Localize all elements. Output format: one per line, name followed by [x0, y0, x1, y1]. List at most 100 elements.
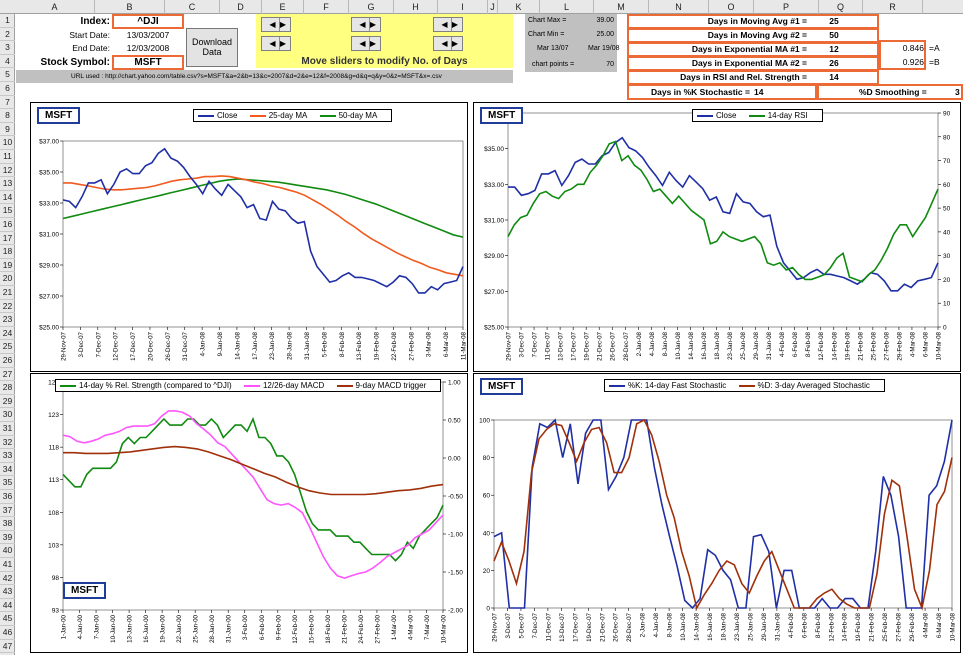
row-header[interactable]: 40	[0, 544, 15, 558]
stats-panel	[525, 14, 617, 72]
row-header[interactable]: 3	[0, 41, 15, 55]
row-header[interactable]: 11	[0, 150, 15, 164]
row-header[interactable]: 16	[0, 218, 15, 232]
row-header[interactable]: 30	[0, 408, 15, 422]
ema2-spinner[interactable]: ◀ ▶	[351, 36, 381, 51]
row-header[interactable]: 12	[0, 164, 15, 178]
param-cell[interactable]: Days in Exponential MA #1 = 12	[627, 42, 879, 57]
arrow-right-icon[interactable]: ▶	[279, 39, 287, 48]
column-header[interactable]: K	[498, 0, 540, 14]
row-header[interactable]: 21	[0, 286, 15, 300]
row-header[interactable]: 45	[0, 612, 15, 626]
param-cell[interactable]: Days in Exponential MA #2 = 26	[627, 56, 879, 71]
row-header[interactable]: 8	[0, 109, 15, 123]
series-line-d	[493, 418, 953, 611]
column-header[interactable]: A	[15, 0, 95, 14]
row-header[interactable]: 23	[0, 313, 15, 327]
row-header[interactable]: 19	[0, 259, 15, 273]
row-header[interactable]: 18	[0, 245, 15, 259]
column-header[interactable]: P	[754, 0, 819, 14]
row-header[interactable]: 27	[0, 368, 15, 382]
ma1-spinner[interactable]: ◀ ▶	[261, 17, 291, 32]
row-header[interactable]: 46	[0, 626, 15, 640]
row-header[interactable]: 36	[0, 490, 15, 504]
column-header[interactable]: D	[220, 0, 262, 14]
row-header[interactable]: 41	[0, 558, 15, 572]
param-cell[interactable]: Days in RSI and Rel. Strength = 14	[627, 70, 879, 85]
end-date-input[interactable]: 12/03/2008	[126, 43, 170, 53]
download-data-button[interactable]: Download Data	[186, 28, 238, 67]
row-header[interactable]: 42	[0, 572, 15, 586]
row-header[interactable]: 13	[0, 177, 15, 191]
column-header[interactable]: Q	[819, 0, 863, 14]
index-input[interactable]: ^DJI	[112, 14, 184, 29]
row-header[interactable]: 35	[0, 476, 15, 490]
column-header[interactable]: R	[863, 0, 923, 14]
stock-symbol-input[interactable]: MSFT	[112, 55, 184, 70]
arrow-left-icon[interactable]: ◀	[266, 37, 280, 50]
ema1-spinner[interactable]: ◀ ▶	[351, 17, 381, 32]
row-header[interactable]: 44	[0, 599, 15, 613]
arrow-right-icon[interactable]: ▶	[451, 39, 459, 48]
row-header[interactable]: 29	[0, 395, 15, 409]
row-header[interactable]: 15	[0, 204, 15, 218]
row-header[interactable]: 33	[0, 449, 15, 463]
d-smoothing-cell[interactable]: %D Smoothing = 3	[817, 84, 963, 100]
row-header[interactable]: 24	[0, 327, 15, 341]
row-header[interactable]: 22	[0, 300, 15, 314]
row-header[interactable]: 10	[0, 136, 15, 150]
row-header[interactable]: 4	[0, 55, 15, 69]
row-header[interactable]: 26	[0, 354, 15, 368]
row-header[interactable]: 20	[0, 272, 15, 286]
param-cell[interactable]: Days in Moving Avg #2 = 50	[627, 28, 879, 43]
row-header[interactable]: 6	[0, 82, 15, 96]
column-header[interactable]: H	[394, 0, 438, 14]
row-header[interactable]: 37	[0, 504, 15, 518]
ma2-spinner[interactable]: ◀ ▶	[261, 36, 291, 51]
param-cell[interactable]: Days in Moving Avg #1 = 25	[627, 14, 879, 29]
row-header[interactable]: 17	[0, 232, 15, 246]
row-header[interactable]: 5	[0, 68, 15, 82]
row-header[interactable]: 47	[0, 640, 15, 654]
column-header[interactable]: O	[709, 0, 754, 14]
y-tick-label: 118	[49, 445, 60, 452]
row-header[interactable]: 43	[0, 585, 15, 599]
row-header[interactable]: 14	[0, 191, 15, 205]
k-stochastic-cell[interactable]: Days in %K Stochastic = 14	[627, 84, 817, 100]
macd-chart-legend: 14-day % Rel. Strength (compared to ^DJI…	[55, 379, 442, 392]
arrow-left-icon[interactable]: ◀	[438, 37, 452, 50]
column-header[interactable]: N	[649, 0, 709, 14]
row-header[interactable]: 31	[0, 422, 15, 436]
column-header[interactable]: F	[304, 0, 349, 14]
column-header[interactable]: I	[438, 0, 488, 14]
arrow-left-icon[interactable]: ◀	[438, 18, 452, 31]
column-header[interactable]: C	[165, 0, 220, 14]
row-header[interactable]: 2	[0, 28, 15, 42]
arrow-right-icon[interactable]: ▶	[279, 20, 287, 29]
arrow-left-icon[interactable]: ◀	[356, 18, 370, 31]
stoch-spinner[interactable]: ◀ ▶	[433, 36, 463, 51]
row-header[interactable]: 25	[0, 340, 15, 354]
arrow-right-icon[interactable]: ▶	[451, 20, 459, 29]
arrow-left-icon[interactable]: ◀	[266, 18, 280, 31]
column-header[interactable]: L	[540, 0, 594, 14]
row-header[interactable]: 38	[0, 517, 15, 531]
row-header[interactable]: 7	[0, 96, 15, 110]
row-header[interactable]: 34	[0, 463, 15, 477]
arrow-left-icon[interactable]: ◀	[356, 37, 370, 50]
row-header[interactable]: 9	[0, 123, 15, 137]
row-header[interactable]: 39	[0, 531, 15, 545]
row-header[interactable]: 28	[0, 381, 15, 395]
column-header[interactable]: B	[95, 0, 165, 14]
row-header[interactable]: 32	[0, 436, 15, 450]
start-date-input[interactable]: 13/03/2007	[126, 30, 170, 40]
column-header[interactable]: J	[488, 0, 498, 14]
rsi-spinner[interactable]: ◀ ▶	[433, 17, 463, 32]
column-header[interactable]: G	[349, 0, 394, 14]
y-tick-label: $27.00	[39, 294, 59, 301]
column-header[interactable]: M	[594, 0, 649, 14]
column-header[interactable]: E	[262, 0, 304, 14]
row-header[interactable]: 1	[0, 14, 15, 28]
arrow-right-icon[interactable]: ▶	[369, 39, 377, 48]
arrow-right-icon[interactable]: ▶	[369, 20, 377, 29]
